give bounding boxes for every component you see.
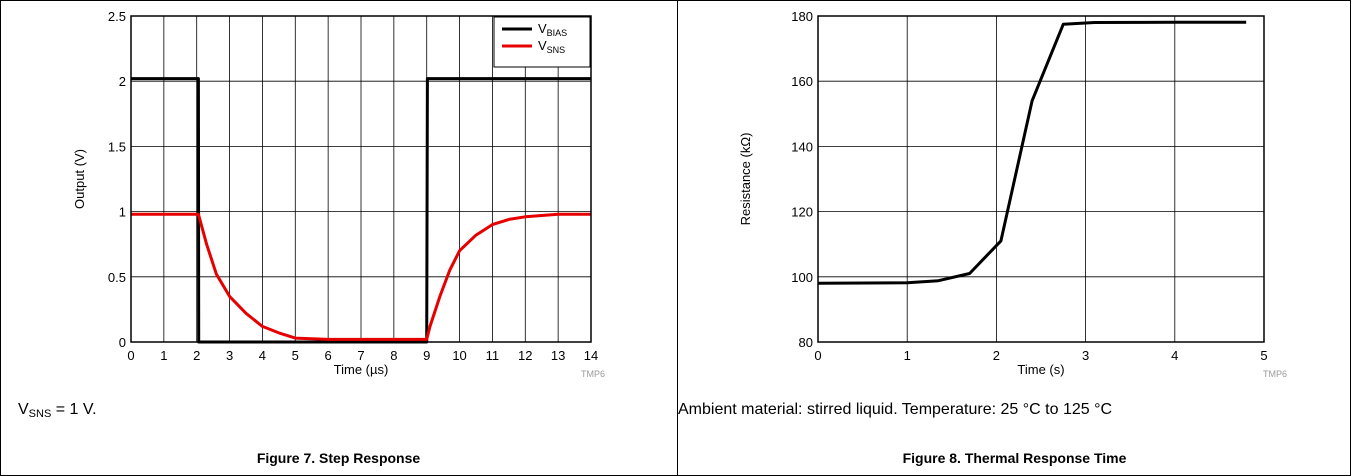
series-line-vsns [131,212,591,341]
x-tick-label: 6 [325,348,332,363]
x-tick-label: 0 [127,348,134,363]
figure-7-caption: Figure 7. Step Response [256,450,421,466]
x-tick-label: 13 [551,348,565,363]
x-tick-label: 2 [993,348,1000,363]
x-tick-label: 4 [259,348,266,363]
right-panel: 0 1 2 3 4 5 80 100 120 140 160 180 Time (s) Resistanc… [678,0,1351,476]
legend-label: VSNS [538,38,565,55]
x-tick-label: 8 [390,348,397,363]
right-note: Ambient material: stirred liquid. Temper… [678,401,1113,418]
x-axis-label: Time (s) [1017,362,1064,377]
x-tick-label: 10 [452,348,466,363]
left-panel: 0 1 2 3 4 5 6 7 8 9 10 11 12 13 14 0 0.5 1 1.5 2 2.5 Time (µs… [18,9,605,466]
note-sub: SNS [28,408,52,420]
y-tick-label: 1 [119,205,126,220]
legend-label: VBIAS [538,21,567,38]
x-tick-label: 3 [226,348,233,363]
y-axis-label: Output (V) [72,149,87,209]
x-tick-label: 2 [193,348,200,363]
left-note: VSNS = 1 V. [18,401,97,420]
x-tick-label: 7 [357,348,364,363]
watermark-label: TMP6 [1263,369,1287,379]
note-rest: = 1 V. [51,401,97,418]
x-tick-label: 9 [423,348,430,363]
watermark-label: TMP6 [581,369,605,379]
x-tick-label: 0 [814,348,821,363]
y-tick-label: 0 [119,335,126,350]
x-tick-label: 11 [486,348,500,363]
x-tick-label: 5 [1260,348,1267,363]
thermal-response-chart: 0 1 2 3 4 5 80 100 120 140 160 180 Time (s) Resistanc… [738,9,1287,379]
panel-divider [677,0,678,476]
x-axis-label: Time (µs) [334,362,389,377]
figure-8-caption: Figure 8. Thermal Response Time [902,450,1127,466]
y-tick-label: 180 [791,9,813,24]
plot-area-border [130,15,592,343]
series-line-0 [817,20,1247,285]
x-tick-label: 1 [160,348,167,363]
y-tick-label: 80 [799,335,813,350]
y-tick-label: 160 [791,74,813,89]
x-tick-label: 1 [904,348,911,363]
x-tick-label: 14 [584,348,598,363]
note-v: V [18,401,29,418]
y-tick-label: 2.5 [108,9,126,24]
x-tick-label: 12 [518,348,532,363]
plot-area-border [817,15,1265,343]
y-axis-label: Resistance (kΩ) [738,133,753,226]
y-tick-label: 100 [791,270,813,285]
x-tick-label: 4 [1171,348,1178,363]
y-tick-label: 0.5 [108,270,126,285]
y-tick-label: 2 [119,74,126,89]
x-tick-label: 5 [292,348,299,363]
x-tick-label: 3 [1082,348,1089,363]
y-tick-label: 140 [791,139,813,154]
y-tick-label: 1.5 [108,139,126,154]
y-tick-label: 120 [791,205,813,220]
legend-box [493,16,591,68]
